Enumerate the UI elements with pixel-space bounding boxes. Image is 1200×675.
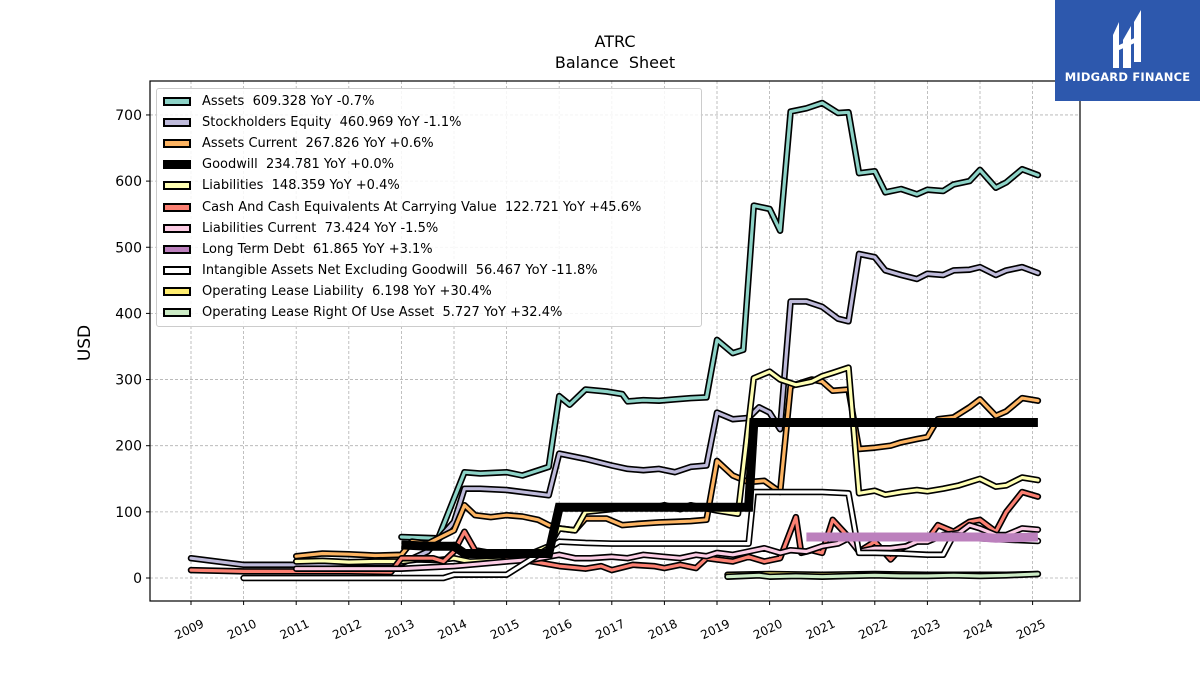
series-line-goodwill [401, 418, 1038, 558]
legend-item: Operating Lease Liability 6.198 YoY +30.… [163, 281, 492, 302]
series-line-operating-lease-right-of-use-asset [725, 572, 1040, 579]
x-tick-label: 2024 [962, 617, 996, 643]
legend-swatch [163, 97, 191, 106]
legend-item: Cash And Cash Equivalents At Carrying Va… [163, 197, 641, 218]
legend-swatch [163, 286, 191, 296]
y-tick-label: 600 [115, 174, 142, 190]
legend-swatch [163, 139, 191, 149]
chart-subtitle: Balance Sheet [555, 53, 675, 72]
x-tick-label: 2025 [1014, 617, 1048, 643]
legend-swatch [163, 181, 191, 191]
x-tick-label: 2010 [225, 617, 259, 643]
legend-label: Liabilities 148.359 YoY +0.4% [202, 178, 400, 194]
brand-logo: MIDGARD FINANCE [1055, 0, 1200, 101]
x-tick-label: 2021 [804, 617, 838, 643]
y-tick-label: 400 [115, 306, 142, 322]
legend-label: Operating Lease Liability 6.198 YoY +30.… [202, 283, 492, 299]
legend-item: Assets 609.328 YoY -0.7% [163, 91, 374, 112]
legend-item: Goodwill 234.781 YoY +0.0% [163, 154, 394, 175]
x-tick-label: 2011 [278, 617, 312, 643]
legend-item: Long Term Debt 61.865 YoY +3.1% [163, 239, 433, 260]
legend-swatch [163, 244, 191, 254]
x-tick-label: 2019 [699, 617, 733, 643]
logo-icon [1113, 10, 1141, 68]
series-line-intangible-assets-net-excluding-goodwill [242, 490, 1040, 580]
series-line-long-term-debt [806, 532, 1039, 543]
x-tick-label: 2020 [751, 617, 785, 643]
legend-swatch [163, 308, 191, 317]
plot-frame [149, 80, 1081, 602]
legend-swatch [163, 118, 191, 128]
chart-title: ATRC [595, 32, 636, 51]
y-tick-label: 700 [115, 108, 142, 124]
legend-item: Intangible Assets Net Excluding Goodwill… [163, 260, 598, 281]
x-tick-label: 2015 [488, 617, 522, 643]
legend-label: Stockholders Equity 460.969 YoY -1.1% [202, 115, 462, 131]
y-tick-label: 200 [115, 439, 142, 455]
legend-label: Goodwill 234.781 YoY +0.0% [202, 157, 395, 173]
x-tick-label: 2013 [383, 617, 417, 643]
y-tick-label: 100 [115, 505, 142, 521]
y-tick-label: 0 [133, 571, 142, 587]
x-tick-label: 2016 [541, 617, 575, 643]
x-tick-label: 2009 [173, 617, 207, 643]
x-tick-label: 2014 [436, 617, 470, 643]
y-tick-label: 500 [115, 240, 142, 256]
legend-label: Operating Lease Right Of Use Asset 5.727… [202, 305, 563, 320]
logo-text: MIDGARD FINANCE [1064, 70, 1191, 84]
legend-item: Stockholders Equity 460.969 YoY -1.1% [163, 112, 462, 133]
legend-label: Liabilities Current 73.424 YoY -1.5% [202, 220, 439, 236]
legend: Assets 609.328 YoY -0.7% Stockholders Equ… [156, 88, 702, 327]
legend-label: Cash And Cash Equivalents At Carrying Va… [202, 199, 642, 215]
series-line-stockholders-equity [189, 252, 1040, 567]
x-tick-label: 2012 [330, 617, 364, 643]
legend-swatch [163, 160, 191, 170]
legend-item: Liabilities Current 73.424 YoY -1.5% [163, 218, 438, 239]
y-tick-label: 300 [115, 373, 142, 389]
legend-swatch [163, 223, 191, 233]
legend-label: Assets 609.328 YoY -0.7% [202, 94, 375, 109]
legend-item: Liabilities 148.359 YoY +0.4% [163, 175, 400, 196]
legend-swatch [163, 202, 191, 212]
legend-label: Intangible Assets Net Excluding Goodwill… [202, 262, 598, 278]
x-tick-label: 2023 [909, 617, 943, 643]
x-tick-label: 2022 [856, 617, 890, 643]
legend-swatch [163, 265, 191, 275]
series-layer [187, 99, 1042, 582]
y-axis-label: USD [75, 325, 95, 361]
series-line-assets [399, 101, 1040, 540]
legend-item: Operating Lease Right Of Use Asset 5.727… [163, 302, 562, 323]
legend-label: Long Term Debt 61.865 YoY +3.1% [202, 241, 433, 257]
x-tick-label: 2017 [593, 617, 627, 643]
legend-item: Assets Current 267.826 YoY +0.6% [163, 133, 434, 154]
legend-label: Assets Current 267.826 YoY +0.6% [202, 136, 434, 152]
x-tick-label: 2018 [646, 617, 680, 643]
series-line-assets-current [294, 377, 1040, 558]
